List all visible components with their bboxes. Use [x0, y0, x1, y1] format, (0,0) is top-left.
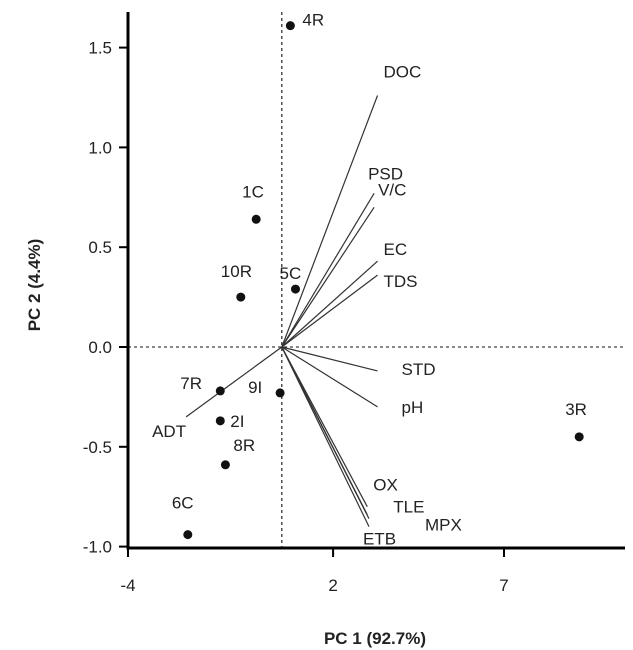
data-point	[215, 386, 225, 396]
loading-label: TLE	[393, 498, 424, 517]
loading-label: TDS	[384, 272, 418, 291]
point-label: 8R	[233, 436, 255, 455]
loading-label: STD	[402, 360, 436, 379]
y-tick-label: 1.0	[88, 138, 112, 157]
data-point	[215, 416, 225, 426]
point-label: 4R	[302, 11, 324, 30]
data-point	[290, 284, 300, 294]
loading-vector	[281, 346, 370, 527]
loading-vector	[281, 274, 378, 348]
point-label: 1C	[242, 182, 264, 201]
loading-label: ADT	[152, 422, 186, 441]
y-tick-label: -1.0	[83, 538, 112, 557]
data-point	[236, 292, 246, 302]
y-tick-label: -0.5	[83, 438, 112, 457]
point-label: 10R	[221, 262, 252, 281]
point-label: 9I	[248, 378, 262, 397]
loading-label: V/C	[378, 180, 406, 199]
loading-label: MPX	[425, 516, 462, 535]
y-tick-label: 1.5	[88, 39, 112, 58]
point-label: 7R	[180, 374, 202, 393]
loading-label: PSD	[368, 164, 403, 183]
point-label: 6C	[172, 494, 194, 513]
data-point	[574, 432, 584, 442]
data-point	[285, 21, 295, 31]
loading-vector	[281, 206, 375, 348]
data-point	[220, 460, 230, 470]
y-tick-label: 0.5	[88, 238, 112, 257]
loading-label: OX	[373, 476, 398, 495]
loading-vector	[185, 346, 283, 418]
loading-vector	[281, 346, 378, 372]
y-axis-title: PC 2 (4.4%)	[25, 239, 44, 332]
point-label: 2I	[230, 412, 244, 431]
loading-vector	[281, 346, 378, 408]
x-tick-label: -4	[120, 576, 135, 595]
ticks: 1.5 1.0 0.5 0.0 -0.5 -1.0 -4 2 7	[83, 39, 509, 595]
x-tick-label: 7	[499, 576, 508, 595]
loading-label: EC	[384, 240, 408, 259]
loading-label: ETB	[363, 530, 396, 549]
data-point	[275, 388, 285, 398]
point-label: 5C	[279, 264, 301, 283]
loading-label: pH	[402, 398, 424, 417]
reference-lines	[128, 12, 625, 548]
data-point	[251, 214, 261, 224]
loading-vector	[281, 192, 375, 348]
loading-vector	[281, 260, 378, 348]
x-tick-label: 2	[328, 576, 337, 595]
axes	[126, 12, 625, 550]
loading-label: DOC	[384, 63, 422, 82]
data-point	[183, 530, 193, 540]
loading-vector	[281, 95, 379, 348]
y-tick-label: 0.0	[88, 338, 112, 357]
point-label: 3R	[565, 400, 587, 419]
x-axis-title: PC 1 (92.7%)	[324, 629, 426, 648]
loading-vector	[281, 346, 368, 507]
